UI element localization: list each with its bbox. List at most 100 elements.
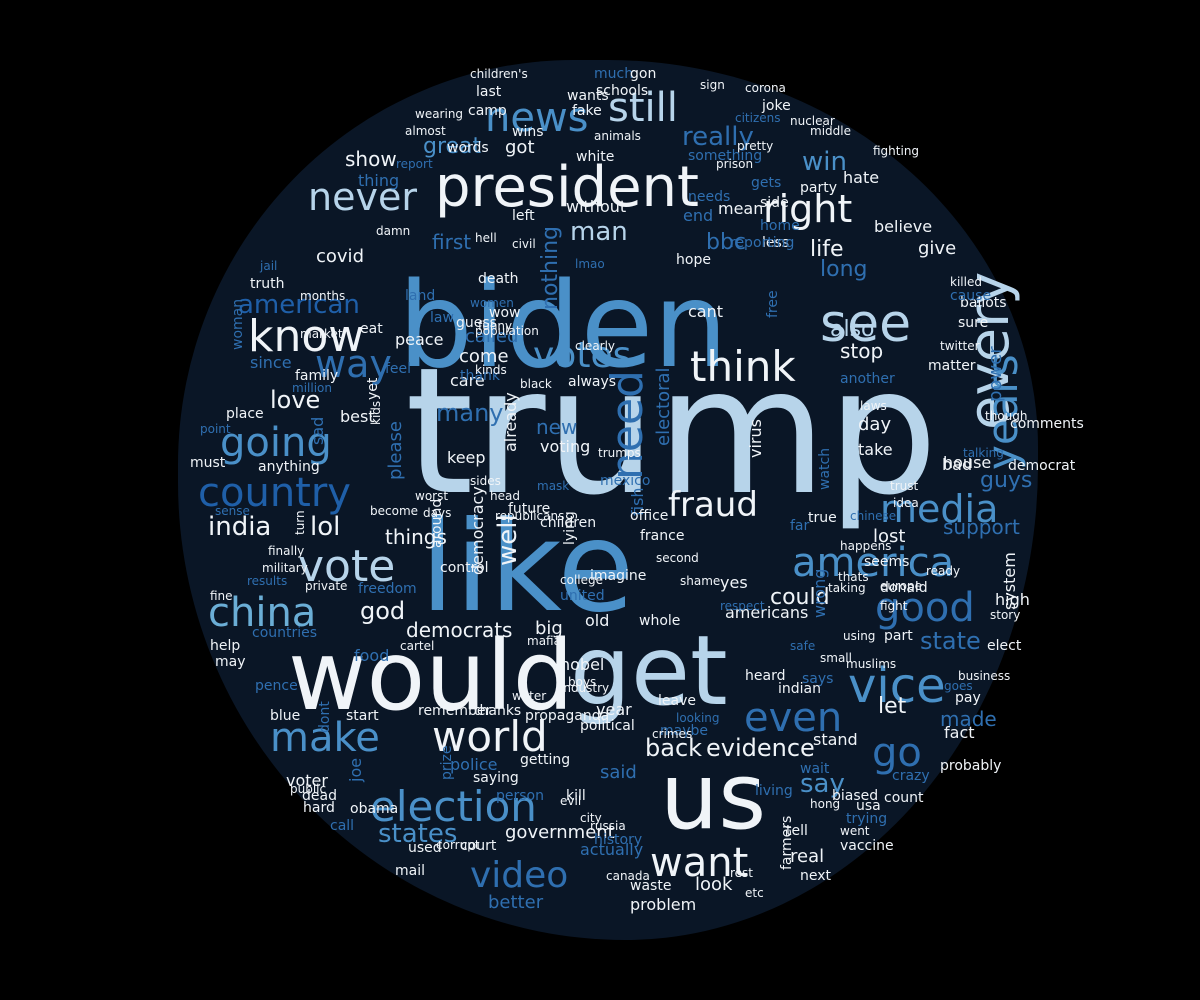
cloud-word: family xyxy=(295,367,339,384)
cloud-word: taking xyxy=(828,581,866,596)
cloud-word: fight xyxy=(880,599,908,614)
cloud-word: party xyxy=(800,179,837,196)
cloud-word: middle xyxy=(810,124,851,139)
cloud-word: black xyxy=(520,377,552,392)
cloud-word: matter xyxy=(928,357,976,374)
cloud-word: big xyxy=(535,617,563,639)
cloud-word: second xyxy=(656,551,699,566)
cloud-word: something xyxy=(688,147,763,164)
cloud-word: win xyxy=(802,147,847,178)
cloud-word: control xyxy=(440,559,489,576)
cloud-word: sign xyxy=(700,78,725,93)
cloud-word: kill xyxy=(566,787,586,804)
cloud-word: count xyxy=(884,789,924,806)
cloud-word: kinds xyxy=(475,363,507,378)
cloud-word: china xyxy=(208,590,317,636)
cloud-word: house xyxy=(943,453,992,473)
cloud-word: using xyxy=(843,629,876,644)
cloud-word: nothing xyxy=(538,226,563,310)
cloud-word: boys xyxy=(568,675,597,690)
cloud-word: joe xyxy=(346,757,365,782)
cloud-word: life xyxy=(810,237,844,263)
cloud-word: tell xyxy=(786,822,808,839)
cloud-word: like xyxy=(420,495,635,640)
cloud-word: could xyxy=(770,585,830,611)
cloud-word: love xyxy=(270,385,321,414)
cloud-word: laws xyxy=(860,399,887,414)
cloud-word: water xyxy=(512,689,547,704)
cloud-word: farmers xyxy=(779,815,795,870)
cloud-word: wearing xyxy=(415,107,464,122)
cloud-word: america xyxy=(792,540,955,586)
cloud-word: gets xyxy=(751,174,782,191)
cloud-word: ballots xyxy=(960,294,1007,311)
cloud-word: probably xyxy=(940,757,1002,774)
cloud-word: cant xyxy=(688,302,724,322)
cloud-word: give xyxy=(918,237,957,259)
cloud-word: etc xyxy=(745,886,764,901)
cloud-word: funny xyxy=(478,319,513,334)
cloud-word: college xyxy=(560,573,603,588)
cloud-word: vote xyxy=(298,540,396,592)
cloud-word: believe xyxy=(874,217,933,237)
cloud-word: side xyxy=(760,194,789,211)
cloud-word: fighting xyxy=(873,144,920,159)
cloud-word: food xyxy=(354,646,390,666)
cloud-word: news xyxy=(485,95,589,141)
cloud-word: animals xyxy=(594,129,641,144)
cloud-word: trust xyxy=(890,479,919,494)
cloud-word: crimes xyxy=(652,727,693,742)
cloud-word: back xyxy=(645,733,703,762)
cloud-word: joke xyxy=(762,97,791,114)
cloud-word: blue xyxy=(270,707,301,724)
cloud-word: best xyxy=(340,407,375,427)
cloud-word: day xyxy=(858,413,892,435)
cloud-word: old xyxy=(585,611,610,631)
cloud-word: never xyxy=(308,174,417,219)
cloud-word: gon xyxy=(630,65,657,82)
cloud-word: call xyxy=(330,817,355,834)
cloud-word: go xyxy=(872,730,922,776)
cloud-word: hell xyxy=(475,231,497,246)
cloud-word: needs xyxy=(688,188,731,205)
cloud-word: president xyxy=(435,155,699,221)
cloud-word: fine xyxy=(210,589,233,604)
cloud-word: keep xyxy=(447,448,486,468)
cloud-word: see xyxy=(820,294,912,355)
cloud-word: actually xyxy=(580,840,644,860)
cloud-word: must xyxy=(190,454,226,471)
cloud-word: shame xyxy=(680,574,721,589)
cloud-word: thing xyxy=(358,171,400,191)
cloud-word: schools xyxy=(596,82,649,99)
cloud-word: make xyxy=(270,715,380,761)
cloud-word: wait xyxy=(800,760,830,777)
cloud-word: evil xyxy=(560,794,582,809)
cloud-word: long xyxy=(820,257,868,283)
cloud-word: great xyxy=(423,134,482,160)
cloud-word: used xyxy=(408,839,442,856)
cloud-word: comments xyxy=(1010,415,1084,432)
cloud-word: look xyxy=(695,873,733,895)
cloud-word: wants xyxy=(567,87,609,104)
cloud-word: way xyxy=(315,341,392,386)
cloud-word: hate xyxy=(843,168,880,188)
cloud-word: safe xyxy=(790,639,816,654)
cloud-word: police xyxy=(450,755,498,775)
cloud-word: waste xyxy=(630,877,672,894)
cloud-word: last xyxy=(476,83,502,100)
cloud-word: covid xyxy=(316,245,364,267)
cloud-word: though xyxy=(985,409,1028,424)
cloud-word: left xyxy=(512,207,535,224)
cloud-word: pay xyxy=(955,689,981,706)
cloud-word: fact xyxy=(944,723,975,743)
cloud-word: pretty xyxy=(737,139,774,154)
cloud-word: getting xyxy=(520,751,571,768)
cloud-word: support xyxy=(943,515,1020,539)
cloud-word: chinese xyxy=(850,509,897,524)
cloud-word: usa xyxy=(856,797,881,814)
cloud-word: end xyxy=(683,206,714,226)
cloud-word: ready xyxy=(926,564,961,579)
cloud-word: less xyxy=(762,234,790,251)
cloud-word: bad xyxy=(942,455,973,475)
cloud-word: respect xyxy=(720,599,765,614)
